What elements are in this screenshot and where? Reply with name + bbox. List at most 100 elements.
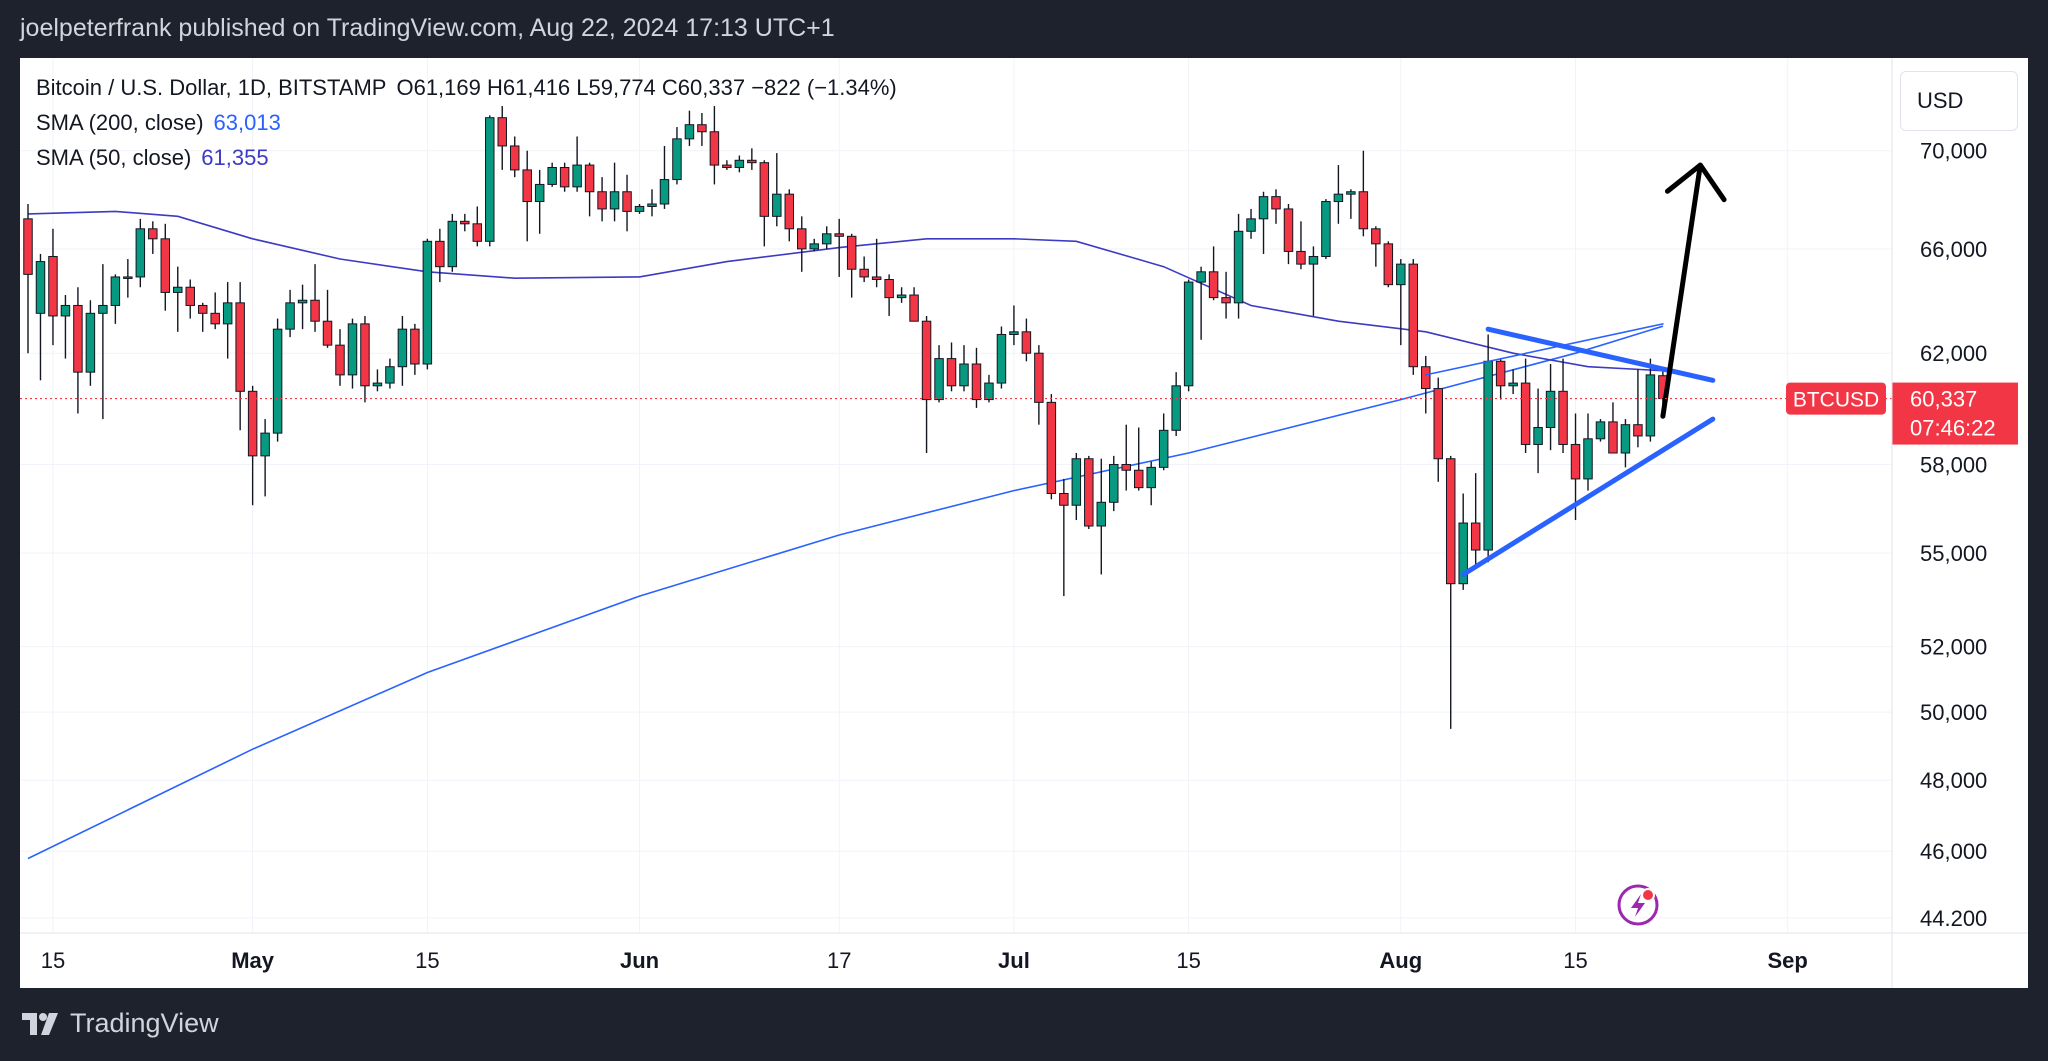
candle[interactable] [372, 369, 383, 392]
candle[interactable] [1583, 413, 1593, 491]
candle[interactable] [734, 155, 745, 173]
candle[interactable] [1558, 358, 1568, 454]
candle[interactable] [996, 326, 1007, 389]
candle[interactable] [385, 358, 395, 389]
candle[interactable] [1495, 358, 1506, 400]
candle[interactable] [921, 315, 932, 454]
candle[interactable] [1196, 266, 1206, 340]
candle[interactable] [185, 279, 195, 319]
candle[interactable] [497, 106, 507, 170]
candle[interactable] [1071, 453, 1082, 521]
candle[interactable] [447, 213, 458, 272]
candle[interactable] [684, 110, 695, 146]
candle[interactable] [722, 160, 732, 170]
candle[interactable] [285, 289, 295, 338]
trendline-upper[interactable] [1485, 326, 1716, 383]
candle[interactable] [772, 153, 782, 227]
candle[interactable] [1408, 259, 1419, 375]
drawings-layer[interactable] [1424, 162, 1727, 577]
candle[interactable] [1396, 259, 1406, 346]
candle[interactable] [422, 238, 433, 370]
candle[interactable] [759, 160, 770, 247]
candle[interactable] [222, 282, 233, 359]
candle[interactable] [1533, 388, 1543, 474]
candle[interactable] [1221, 271, 1231, 319]
candles-layer[interactable] [23, 106, 1668, 729]
candle[interactable] [85, 300, 96, 386]
candle[interactable] [123, 259, 133, 298]
price-chart[interactable]: BTCUSD 60,337 07:46:22 70,000 66,000 62,000 5… [20, 58, 2028, 988]
trendline-lower[interactable] [1460, 416, 1716, 577]
candle[interactable] [397, 315, 408, 386]
candle[interactable] [160, 223, 171, 311]
candle[interactable] [173, 266, 183, 332]
candle[interactable] [647, 189, 657, 217]
candle[interactable] [909, 287, 919, 322]
candle[interactable] [946, 342, 957, 392]
candle[interactable] [1109, 455, 1119, 512]
candle[interactable] [834, 218, 844, 277]
candle[interactable] [1283, 203, 1294, 265]
candle[interactable] [410, 323, 420, 375]
candle[interactable] [485, 115, 495, 247]
candle[interactable] [634, 203, 645, 214]
candle[interactable] [859, 256, 869, 283]
candle[interactable] [23, 203, 33, 354]
candle[interactable] [1271, 189, 1281, 224]
candle[interactable] [60, 295, 71, 359]
candle[interactable] [260, 419, 270, 497]
candle[interactable] [971, 347, 982, 408]
candle[interactable] [871, 238, 882, 288]
candle[interactable] [1633, 369, 1643, 448]
candle[interactable] [1545, 364, 1556, 451]
candle[interactable] [1358, 150, 1369, 237]
candle[interactable] [547, 162, 557, 187]
candle[interactable] [98, 264, 108, 420]
candle[interactable] [559, 162, 570, 192]
candle[interactable] [821, 226, 832, 249]
candle[interactable] [522, 150, 532, 242]
candle[interactable] [73, 287, 83, 414]
candle[interactable] [110, 274, 121, 324]
candle[interactable] [609, 162, 620, 222]
candle[interactable] [584, 162, 595, 217]
sma200-row[interactable]: SMA (200, close) 63,013 [36, 105, 897, 140]
candle[interactable] [1445, 455, 1456, 729]
candle[interactable] [709, 106, 720, 185]
candle[interactable] [597, 177, 607, 222]
chart-panel[interactable]: BTCUSD 60,337 07:46:22 70,000 66,000 62,000 5… [20, 58, 2028, 988]
candle[interactable] [1383, 241, 1394, 288]
candle[interactable] [1333, 165, 1344, 224]
candle[interactable] [1046, 394, 1057, 500]
candle[interactable] [235, 282, 245, 431]
candle[interactable] [148, 221, 158, 254]
candle[interactable] [35, 253, 46, 381]
candle[interactable] [297, 284, 308, 330]
candle[interactable] [1433, 377, 1443, 482]
candle[interactable] [1146, 461, 1156, 506]
candle[interactable] [1296, 221, 1306, 270]
candle[interactable] [1246, 208, 1256, 239]
candle[interactable] [247, 385, 258, 506]
candle[interactable] [1645, 358, 1656, 442]
candle[interactable] [896, 287, 907, 303]
axis-layer[interactable]: 70,000 66,000 62,000 58,000 55,000 52,000 50,0… [20, 58, 2028, 988]
candle[interactable] [472, 206, 483, 247]
candle[interactable] [984, 374, 994, 403]
candle[interactable] [809, 238, 819, 252]
candle[interactable] [1346, 189, 1356, 219]
candle[interactable] [1421, 355, 1431, 414]
candle[interactable] [797, 216, 807, 272]
candle[interactable] [1371, 226, 1381, 267]
candle[interactable] [1208, 246, 1219, 301]
candle[interactable] [1258, 191, 1269, 254]
trendline-thin[interactable] [1424, 323, 1664, 376]
candle[interactable] [747, 148, 757, 170]
candle[interactable] [1121, 424, 1131, 491]
candle[interactable] [272, 318, 283, 442]
candle[interactable] [347, 318, 358, 389]
candle[interactable] [1084, 455, 1094, 529]
candle[interactable] [460, 213, 470, 232]
candle[interactable] [135, 218, 146, 288]
tradingview-logo[interactable]: TradingView [22, 1008, 219, 1039]
